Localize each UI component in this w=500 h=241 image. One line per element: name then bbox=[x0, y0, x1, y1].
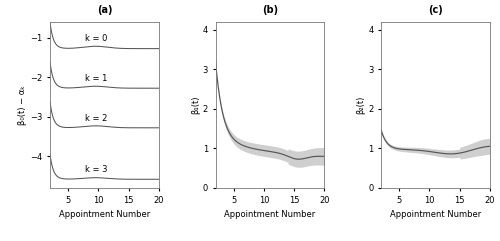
Title: (a): (a) bbox=[96, 5, 112, 15]
Title: (c): (c) bbox=[428, 5, 443, 15]
Text: k = 0: k = 0 bbox=[85, 34, 108, 43]
X-axis label: Appointment Number: Appointment Number bbox=[59, 210, 150, 219]
Title: (b): (b) bbox=[262, 5, 278, 15]
Y-axis label: β₂(t): β₂(t) bbox=[356, 96, 366, 114]
X-axis label: Appointment Number: Appointment Number bbox=[390, 210, 481, 219]
Y-axis label: β₀(t) − αₖ: β₀(t) − αₖ bbox=[18, 85, 27, 125]
Text: k = 1: k = 1 bbox=[85, 74, 108, 83]
Text: k = 3: k = 3 bbox=[85, 165, 108, 174]
X-axis label: Appointment Number: Appointment Number bbox=[224, 210, 316, 219]
Text: k = 2: k = 2 bbox=[85, 114, 108, 123]
Y-axis label: β₁(t): β₁(t) bbox=[191, 96, 200, 114]
